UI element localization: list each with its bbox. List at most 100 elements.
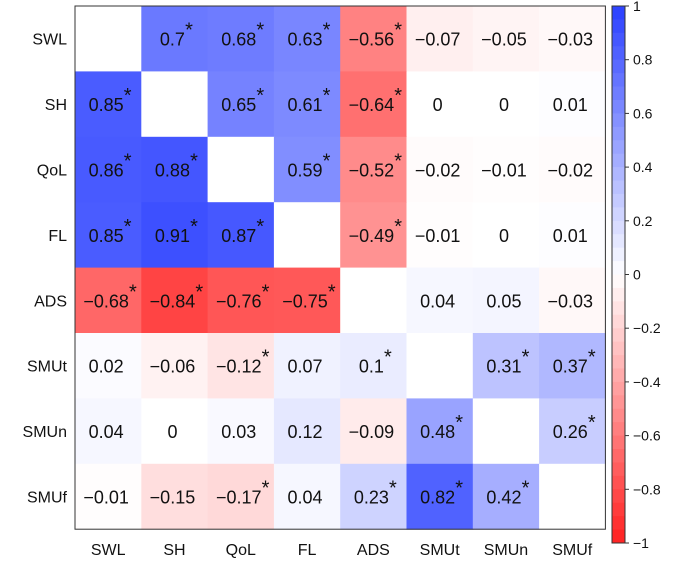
- heatmap-cell: [539, 463, 606, 530]
- cell-fill: [406, 202, 474, 269]
- y-tick-label: SH: [45, 97, 67, 114]
- cell-fill: [273, 398, 341, 465]
- colorbar-segment: [612, 489, 625, 504]
- heatmap-cells: 0.7 * 0.68 * 0.63 * −0.56 * −0.07 −0.05 −0.030.85 *…: [75, 6, 606, 530]
- colorbar-segment: [612, 247, 625, 262]
- heatmap-cell: −0.07: [406, 6, 474, 72]
- heatmap-cell: 0.7 *: [141, 6, 209, 72]
- cell-value-label: −0.15: [150, 488, 196, 508]
- cell-fill: [273, 71, 341, 138]
- significance-marker: *: [262, 347, 270, 369]
- heatmap-cell: 0.02: [75, 333, 142, 399]
- cell-value-label: 0.63: [288, 30, 323, 50]
- cell-fill: [340, 71, 407, 138]
- cell-fill: [340, 463, 407, 530]
- significance-marker: *: [455, 412, 463, 434]
- colorbar-segment: [612, 274, 625, 289]
- significance-marker: *: [190, 216, 198, 238]
- heatmap-cell: [472, 398, 540, 465]
- cell-fill: [539, 463, 606, 530]
- heatmap-cell: −0.01: [472, 136, 540, 203]
- y-tick-label: FL: [48, 228, 67, 245]
- cell-value-label: 0.87: [221, 226, 256, 246]
- heatmap-cell: 0.01: [539, 202, 606, 269]
- cell-value-label: 0.42: [486, 488, 521, 508]
- heatmap-cell: −0.56 *: [340, 6, 407, 72]
- cell-value-label: −0.02: [415, 161, 461, 181]
- heatmap-cell: 0.05: [472, 267, 540, 334]
- significance-marker: *: [394, 20, 402, 42]
- cell-fill: [406, 136, 474, 203]
- cell-value-label: −0.06: [150, 357, 196, 377]
- significance-marker: *: [124, 216, 132, 238]
- y-tick-label: SWL: [32, 32, 67, 49]
- heatmap-cell: 0: [472, 202, 540, 269]
- significance-marker: *: [262, 281, 270, 303]
- colorbar-tick-label: 1: [633, 0, 641, 14]
- cell-fill: [539, 136, 606, 203]
- cell-value-label: 0.04: [89, 422, 124, 442]
- colorbar-segment: [612, 395, 625, 410]
- colorbar-tick-label: 0.8: [633, 52, 653, 68]
- significance-marker: *: [124, 85, 132, 107]
- significance-marker: *: [323, 20, 331, 42]
- colorbar-tick-label: 0.4: [633, 159, 653, 175]
- cell-value-label: −0.56: [349, 30, 395, 50]
- cell-fill: [472, 136, 540, 203]
- colorbar-segment: [612, 449, 625, 463]
- cell-fill: [472, 463, 540, 530]
- significance-marker: *: [394, 85, 402, 107]
- cell-value-label: −0.75: [282, 291, 328, 311]
- heatmap-cell: 0.82 *: [406, 463, 474, 530]
- heatmap-cell: −0.02: [406, 136, 474, 203]
- heatmap-cell: 0.1 *: [340, 333, 407, 399]
- cell-fill: [273, 463, 341, 530]
- cell-fill: [472, 202, 540, 269]
- y-tick-label: SMUn: [23, 424, 67, 441]
- cell-value-label: 0.01: [553, 226, 588, 246]
- cell-fill: [472, 267, 540, 334]
- cell-value-label: 0.07: [288, 357, 323, 377]
- colorbar-segment: [612, 422, 625, 436]
- colorbar-ticks: 1 0.8 0.6 0.4 0.2 0 −0.2 −0.4 −0.6 −0.8 −1: [625, 0, 661, 551]
- cell-fill: [340, 333, 407, 399]
- cell-fill: [539, 398, 606, 465]
- cell-fill: [539, 202, 606, 269]
- cell-fill: [141, 267, 209, 334]
- significance-marker: *: [328, 281, 336, 303]
- colorbar-segment: [612, 180, 625, 195]
- cell-value-label: 0.37: [553, 357, 588, 377]
- cell-value-label: −0.49: [349, 226, 395, 246]
- colorbar-segment: [612, 140, 625, 155]
- cell-value-label: −0.68: [83, 291, 129, 311]
- heatmap-cell: [75, 6, 142, 72]
- cell-fill: [141, 71, 209, 138]
- colorbar-segment: [612, 529, 625, 544]
- cell-fill: [207, 202, 275, 269]
- cell-value-label: −0.05: [481, 30, 527, 50]
- cell-value-label: 0: [499, 95, 509, 115]
- heatmap-cell: [406, 333, 474, 399]
- colorbar-segment: [612, 59, 625, 74]
- x-tick-label: ADS: [357, 542, 390, 559]
- heatmap-cell: 0.88 *: [141, 136, 209, 203]
- cell-fill: [207, 333, 275, 399]
- cell-fill: [75, 463, 142, 530]
- significance-marker: *: [384, 347, 392, 369]
- cell-value-label: 0.48: [420, 422, 455, 442]
- colorbar-segment: [612, 113, 625, 128]
- heatmap-cell: −0.03: [539, 267, 606, 334]
- colorbar-segment: [612, 261, 625, 275]
- cell-fill: [406, 333, 474, 399]
- cell-value-label: −0.03: [547, 291, 593, 311]
- heatmap-cell: −0.06: [141, 333, 209, 399]
- cell-fill: [141, 333, 209, 399]
- x-axis-labels: SWL SH QoL FL ADS SMUt SMUn SMUf: [91, 542, 593, 559]
- significance-marker: *: [323, 85, 331, 107]
- heatmap-cell: −0.76 *: [207, 267, 275, 334]
- heatmap-cell: −0.01: [406, 202, 474, 269]
- cell-value-label: 0: [499, 226, 509, 246]
- cell-fill: [75, 71, 142, 138]
- colorbar: [611, 5, 626, 544]
